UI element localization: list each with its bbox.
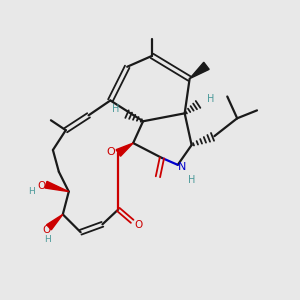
Text: N: N — [178, 162, 186, 172]
Polygon shape — [46, 214, 63, 230]
Text: H: H — [188, 175, 195, 185]
Text: O: O — [43, 225, 51, 235]
Text: H: H — [45, 235, 51, 244]
Polygon shape — [116, 143, 133, 156]
Text: O: O — [37, 181, 45, 191]
Polygon shape — [190, 62, 209, 79]
Text: O: O — [106, 147, 115, 157]
Text: O: O — [134, 220, 142, 230]
Text: H: H — [207, 94, 214, 104]
Text: H: H — [28, 187, 34, 196]
Text: H: H — [112, 104, 119, 114]
Polygon shape — [45, 182, 69, 192]
